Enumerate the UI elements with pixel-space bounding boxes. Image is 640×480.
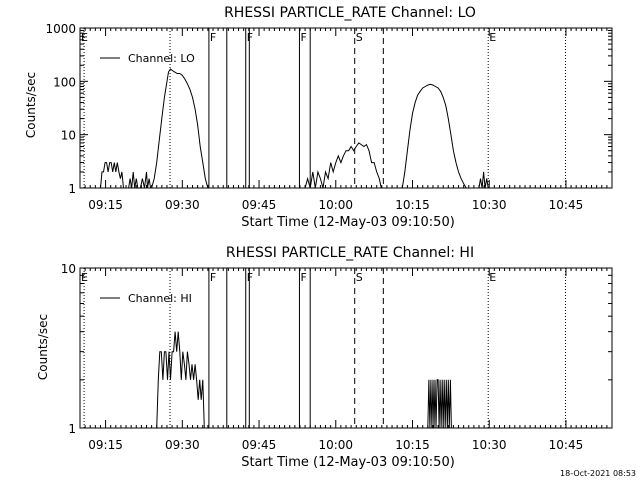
event-marker-label-lo: E	[81, 31, 88, 44]
y-tick-label-lo: 10	[61, 129, 76, 143]
event-marker-label-hi: S	[356, 271, 363, 284]
x-axis-label-hi: Start Time (12-May-03 09:10:50)	[241, 455, 455, 470]
x-tick-label-hi: 09:15	[88, 438, 123, 452]
x-tick-label-lo: 10:45	[549, 198, 584, 212]
data-line-hi	[156, 331, 205, 429]
data-line-lo	[478, 171, 489, 189]
event-marker-label-hi: E	[489, 271, 496, 284]
data-line-lo	[151, 68, 210, 189]
timestamp-label: 18-Oct-2021 08:53	[560, 469, 636, 478]
x-tick-label-lo: 09:30	[165, 198, 200, 212]
chart-title-lo: RHESSI PARTICLE_RATE Channel: LO	[224, 5, 476, 21]
legend-label-hi: Channel: HI	[128, 292, 192, 305]
x-tick-label-lo: 10:15	[395, 198, 430, 212]
y-tick-label-lo: 1	[68, 182, 76, 196]
y-tick-label-lo: 100	[53, 75, 76, 89]
x-tick-label-lo: 10:00	[318, 198, 353, 212]
x-tick-label-hi: 10:30	[472, 438, 507, 452]
event-marker-label-lo: S	[356, 31, 363, 44]
data-line-lo	[139, 171, 152, 189]
x-tick-label-lo: 10:30	[472, 198, 507, 212]
legend-label-lo: Channel: LO	[128, 52, 195, 65]
data-line-lo	[100, 162, 124, 189]
chart-title-hi: RHESSI PARTICLE_RATE Channel: HI	[226, 245, 474, 261]
event-marker-label-lo: F	[300, 31, 306, 44]
event-marker-label-lo: F	[210, 31, 216, 44]
event-marker-label-hi: F	[247, 271, 253, 284]
y-axis-label-lo: Counts/sec	[24, 72, 38, 138]
x-tick-label-hi: 10:45	[549, 438, 584, 452]
x-tick-label-hi: 09:30	[165, 438, 200, 452]
x-axis-label-lo: Start Time (12-May-03 09:10:50)	[241, 215, 455, 230]
data-line-lo	[304, 142, 382, 189]
x-tick-label-hi: 10:00	[318, 438, 353, 452]
x-tick-label-hi: 09:45	[242, 438, 277, 452]
x-tick-label-lo: 09:15	[88, 198, 123, 212]
event-marker-label-hi: F	[300, 271, 306, 284]
event-marker-label-lo: E	[489, 31, 496, 44]
data-line-lo	[128, 171, 140, 189]
x-tick-label-lo: 09:45	[242, 198, 277, 212]
event-marker-label-lo: F	[247, 31, 253, 44]
data-line-hi	[427, 379, 454, 429]
event-marker-label-hi: E	[81, 271, 88, 284]
y-tick-label-hi: 1	[68, 422, 76, 436]
y-axis-label-hi: Counts/sec	[36, 314, 50, 380]
y-tick-label-hi: 10	[61, 262, 76, 276]
event-marker-label-hi: F	[210, 271, 216, 284]
x-tick-label-hi: 10:15	[395, 438, 430, 452]
y-tick-label-lo: 1000	[45, 22, 76, 36]
data-line-lo	[401, 83, 467, 189]
